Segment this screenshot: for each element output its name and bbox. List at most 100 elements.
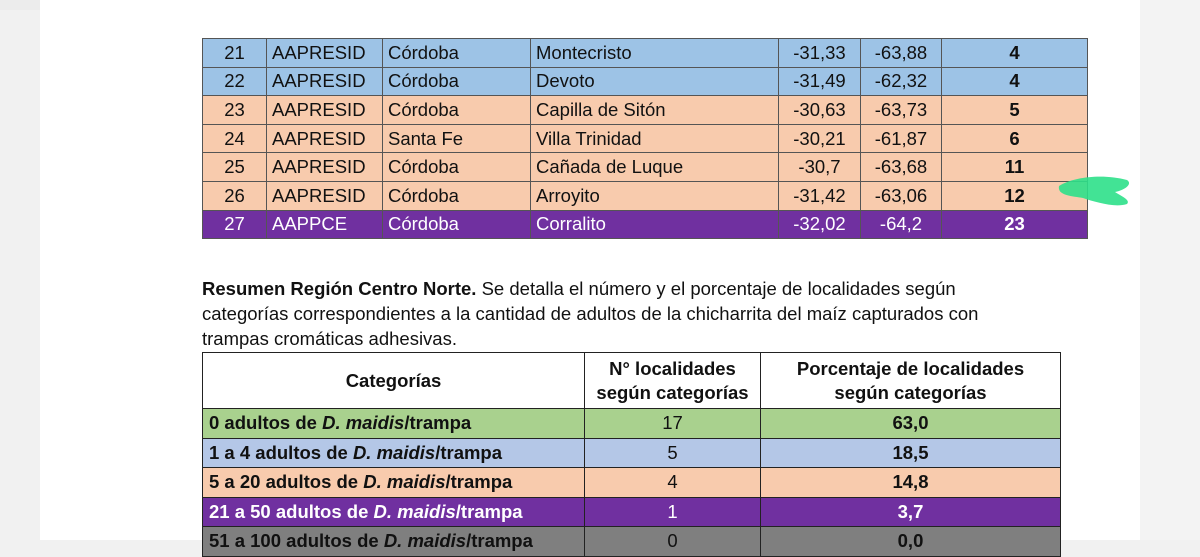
latitude-cell: -32,02	[778, 209, 861, 240]
locality-cell: Arroyito	[530, 180, 779, 211]
latitude-cell: -30,63	[778, 95, 861, 125]
header-porcentaje: Porcentaje de localidades según categorí…	[760, 352, 1061, 409]
organization-cell: AAPRESID	[266, 123, 383, 154]
locality-cell: Corralito	[530, 209, 779, 240]
latitude-cell: -31,49	[778, 66, 861, 97]
localities-count-cell: 4	[584, 467, 761, 498]
category-prefix: 21 a 50 adultos de	[209, 500, 374, 522]
locality-cell: Cañada de Luque	[530, 152, 779, 182]
header-pct-line1: Porcentaje de localidades	[796, 357, 1025, 379]
category-cell: 0 adultos de D. maidis/trampa	[202, 408, 585, 439]
header-pct-line2: según categorías	[834, 381, 987, 403]
localities-table: 21 AAPRESID Córdoba Montecristo -31,33 -63,88…	[202, 38, 1088, 240]
category-summary-table: Categorías N° localidades según categorí…	[202, 352, 1061, 557]
table-row: 21 a 50 adultos de D. maidis/trampa 1 3,7	[202, 496, 1061, 527]
table-row: 25 AAPRESID Córdoba Cañada de Luque -30,7 -63…	[202, 152, 1088, 182]
header-num-line2: según categorías	[596, 381, 749, 403]
latitude-cell: -31,33	[778, 38, 861, 68]
adult-count-cell: 11	[941, 152, 1088, 182]
longitude-cell: -63,73	[860, 95, 942, 125]
table-row: 22 AAPRESID Córdoba Devoto -31,49 -62,32 4	[202, 66, 1088, 97]
row-number-cell: 21	[202, 38, 267, 68]
table-header-row: Categorías N° localidades según categorí…	[202, 352, 1061, 409]
row-number-cell: 23	[202, 95, 267, 125]
category-suffix: /trampa	[404, 412, 472, 434]
category-prefix: 1 a 4 adultos de	[209, 441, 353, 463]
province-cell: Córdoba	[382, 152, 531, 182]
locality-cell: Capilla de Sitón	[530, 95, 779, 125]
species-name: D. maidis	[363, 471, 446, 493]
summary-paragraph: Resumen Región Centro Norte. Se detalla …	[202, 276, 1032, 351]
province-cell: Córdoba	[382, 209, 531, 240]
table-row: 51 a 100 adultos de D. maidis/trampa 0 0,0	[202, 526, 1061, 557]
category-cell: 1 a 4 adultos de D. maidis/trampa	[202, 437, 585, 468]
percentage-cell: 3,7	[760, 496, 1061, 527]
percentage-cell: 14,8	[760, 467, 1061, 498]
table-row: 24 AAPRESID Santa Fe Villa Trinidad -30,21 -6…	[202, 123, 1088, 154]
row-number-cell: 27	[202, 209, 267, 240]
percentage-cell: 0,0	[760, 526, 1061, 557]
percentage-cell: 63,0	[760, 408, 1061, 439]
locality-cell: Devoto	[530, 66, 779, 97]
localities-count-cell: 0	[584, 526, 761, 557]
organization-cell: AAPRESID	[266, 66, 383, 97]
organization-cell: AAPRESID	[266, 38, 383, 68]
table-row: 23 AAPRESID Córdoba Capilla de Sitón -30,63-…	[202, 95, 1088, 125]
category-cell: 51 a 100 adultos de D. maidis/trampa	[202, 526, 585, 557]
category-suffix: /trampa	[466, 530, 533, 552]
table-row: 26 AAPRESID Córdoba Arroyito -31,42 -63,06 12	[202, 180, 1088, 211]
adult-count-cell: 5	[941, 95, 1088, 125]
localities-count-cell: 5	[584, 437, 761, 468]
province-cell: Córdoba	[382, 38, 531, 68]
table-row: 1 a 4 adultos de D. maidis/trampa 5 18,5	[202, 437, 1061, 468]
species-name: D. maidis	[383, 530, 467, 552]
province-cell: Córdoba	[382, 95, 531, 125]
row-number-cell: 26	[202, 180, 267, 211]
table-row: 21 AAPRESID Córdoba Montecristo -31,33 -63,88…	[202, 38, 1088, 68]
header-num-line1: N° localidades	[609, 357, 736, 379]
organization-cell: AAPRESID	[266, 152, 383, 182]
province-cell: Santa Fe	[382, 123, 531, 154]
right-margin	[1140, 0, 1200, 540]
category-cell: 5 a 20 adultos de D. maidis/trampa	[202, 467, 585, 498]
province-cell: Córdoba	[382, 180, 531, 211]
summary-text: Se detalla el número y el porcentaje de …	[202, 278, 979, 349]
highlighter-mark	[1058, 176, 1130, 206]
table-row: 0 adultos de D. maidis/trampa 17 63,0	[202, 408, 1061, 439]
latitude-cell: -31,42	[778, 180, 861, 211]
category-suffix: /trampa	[445, 471, 513, 493]
longitude-cell: -63,06	[860, 180, 942, 211]
localities-count-cell: 17	[584, 408, 761, 439]
species-name: D. maidis	[352, 441, 436, 463]
longitude-cell: -63,88	[860, 38, 942, 68]
table-row: 5 a 20 adultos de D. maidis/trampa 4 14,8	[202, 467, 1061, 498]
latitude-cell: -30,7	[778, 152, 861, 182]
locality-cell: Villa Trinidad	[530, 123, 779, 154]
latitude-cell: -30,21	[778, 123, 861, 154]
category-suffix: /trampa	[455, 500, 523, 522]
adult-count-cell: 23	[941, 209, 1088, 240]
organization-cell: AAPRESID	[266, 95, 383, 125]
species-name: D. maidis	[322, 412, 405, 434]
category-cell: 21 a 50 adultos de D. maidis/trampa	[202, 496, 585, 527]
species-name: D. maidis	[373, 500, 456, 522]
organization-cell: AAPRESID	[266, 180, 383, 211]
locality-cell: Montecristo	[530, 38, 779, 68]
organization-cell: AAPPCE	[266, 209, 383, 240]
longitude-cell: -63,68	[860, 152, 942, 182]
localities-count-cell: 1	[584, 496, 761, 527]
summary-title: Resumen Región Centro Norte.	[202, 278, 477, 299]
category-prefix: 0 adultos de	[209, 412, 323, 434]
percentage-cell: 18,5	[760, 437, 1061, 468]
row-number-cell: 25	[202, 152, 267, 182]
longitude-cell: -62,32	[860, 66, 942, 97]
province-cell: Córdoba	[382, 66, 531, 97]
row-number-cell: 22	[202, 66, 267, 97]
adult-count-cell: 4	[941, 38, 1088, 68]
adult-count-cell: 6	[941, 123, 1088, 154]
table-row: 27 AAPPCE Córdoba Corralito -32,02 -64,2 23	[202, 209, 1088, 240]
adult-count-cell: 4	[941, 66, 1088, 97]
longitude-cell: -61,87	[860, 123, 942, 154]
row-number-cell: 24	[202, 123, 267, 154]
category-prefix: 51 a 100 adultos de	[209, 530, 384, 552]
